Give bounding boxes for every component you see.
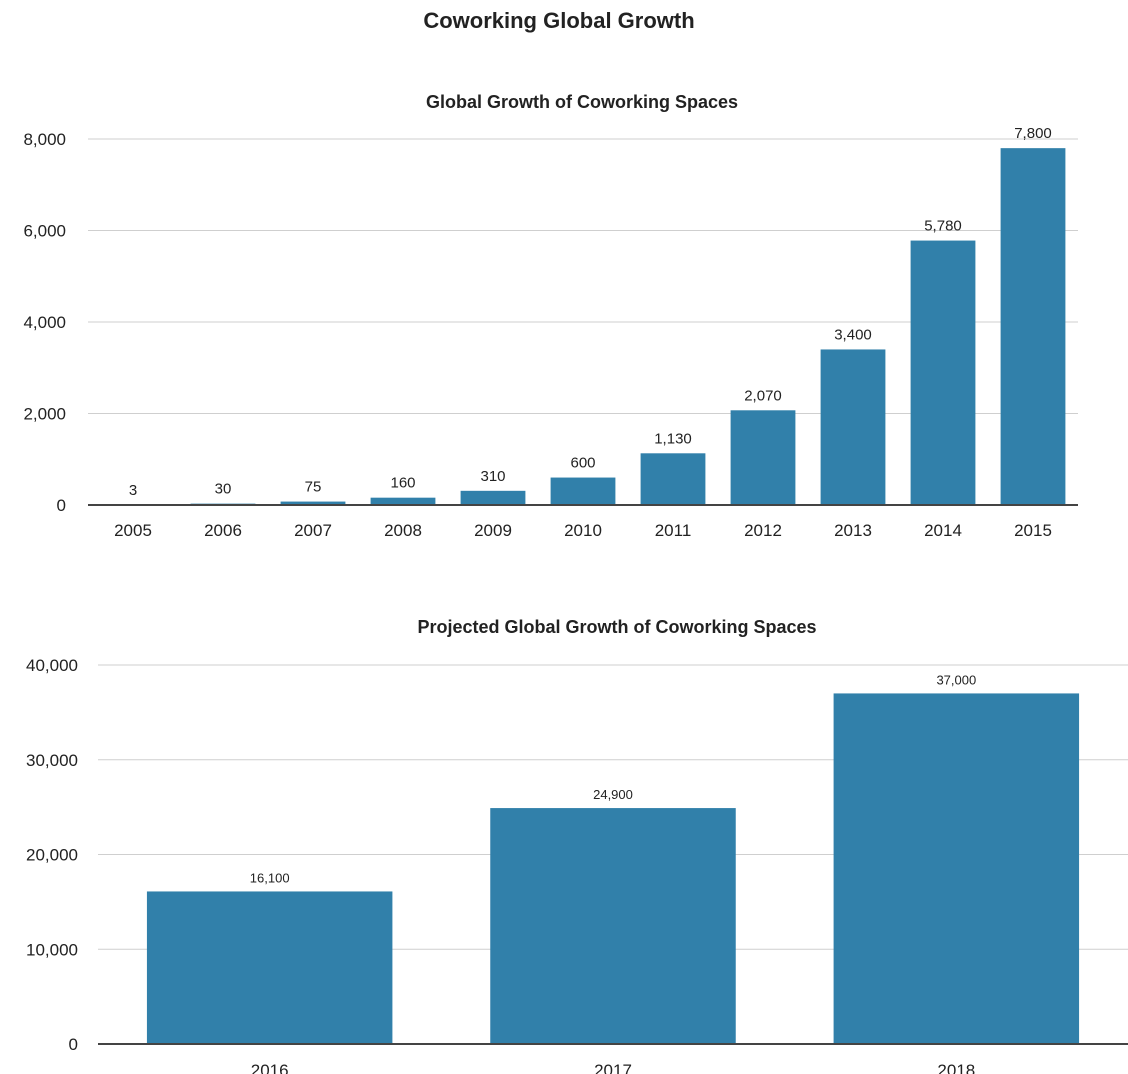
historical-bar [460,490,526,505]
projected-growth-chart: Projected Global Growth of Coworking Spa… [0,610,1128,1074]
historical-data-label: 160 [390,475,415,492]
historical-x-tick-label: 2007 [294,521,332,540]
projected-data-label: 24,900 [593,787,633,802]
historical-y-tick-label: 2,000 [23,405,66,424]
historical-x-tick-label: 2014 [924,521,962,540]
historical-data-label: 3 [129,482,137,499]
historical-data-label: 5,780 [924,218,962,235]
projected-y-tick-label: 30,000 [26,751,78,770]
historical-x-tick-label: 2013 [834,521,872,540]
projected-x-tick-label: 2017 [594,1061,632,1074]
historical-x-tick-label: 2006 [204,521,242,540]
projected-chart-title: Projected Global Growth of Coworking Spa… [417,617,816,637]
historical-x-tick-label: 2005 [114,521,152,540]
historical-data-label: 3,400 [834,326,872,343]
historical-data-label: 310 [480,468,505,485]
historical-x-tick-label: 2011 [655,521,692,540]
historical-bar [820,349,886,505]
historical-chart-title: Global Growth of Coworking Spaces [426,92,738,112]
historical-growth-chart: Global Growth of Coworking Spaces 0 2,000 4… [0,85,1128,555]
historical-bar [640,453,706,505]
historical-x-tick-label: 2012 [744,521,782,540]
historical-x-tick-label: 2009 [474,521,512,540]
projected-data-label: 16,100 [250,870,290,885]
projected-y-tick-label: 20,000 [26,846,78,865]
projected-bar [490,808,736,1044]
historical-bar [1000,148,1066,505]
projected-bar [833,693,1080,1044]
historical-y-tick-label: 0 [57,496,66,515]
historical-bar [910,240,976,505]
historical-bar [550,477,616,505]
historical-data-label: 2,070 [744,387,782,404]
historical-data-label: 7,800 [1014,125,1052,142]
historical-y-tick-label: 6,000 [23,222,66,241]
historical-x-tick-label: 2010 [564,521,602,540]
projected-x-tick-label: 2016 [251,1061,289,1074]
historical-growth-chart-svg: Global Growth of Coworking Spaces 0 2,000 4… [23,92,1078,540]
projected-bar [146,891,393,1044]
historical-y-tick-label: 8,000 [23,130,66,149]
page-title: Coworking Global Growth [423,8,695,33]
projected-x-tick-label: 2018 [937,1061,975,1074]
projected-y-tick-label: 0 [69,1035,78,1054]
historical-data-label: 600 [570,455,595,472]
projected-y-tick-label: 40,000 [26,656,78,675]
historical-bar [370,497,436,505]
historical-y-tick-label: 4,000 [23,313,66,332]
historical-x-tick-label: 2015 [1014,521,1052,540]
historical-data-label: 30 [215,481,232,498]
projected-y-tick-label: 10,000 [26,940,78,959]
historical-data-label: 75 [305,479,322,496]
historical-bar [280,501,346,505]
historical-bar [730,410,796,505]
projected-growth-chart-svg: Projected Global Growth of Coworking Spa… [26,617,1128,1074]
historical-x-tick-label: 2008 [384,521,422,540]
projected-data-label: 37,000 [936,672,976,687]
historical-data-label: 1,130 [654,430,692,447]
